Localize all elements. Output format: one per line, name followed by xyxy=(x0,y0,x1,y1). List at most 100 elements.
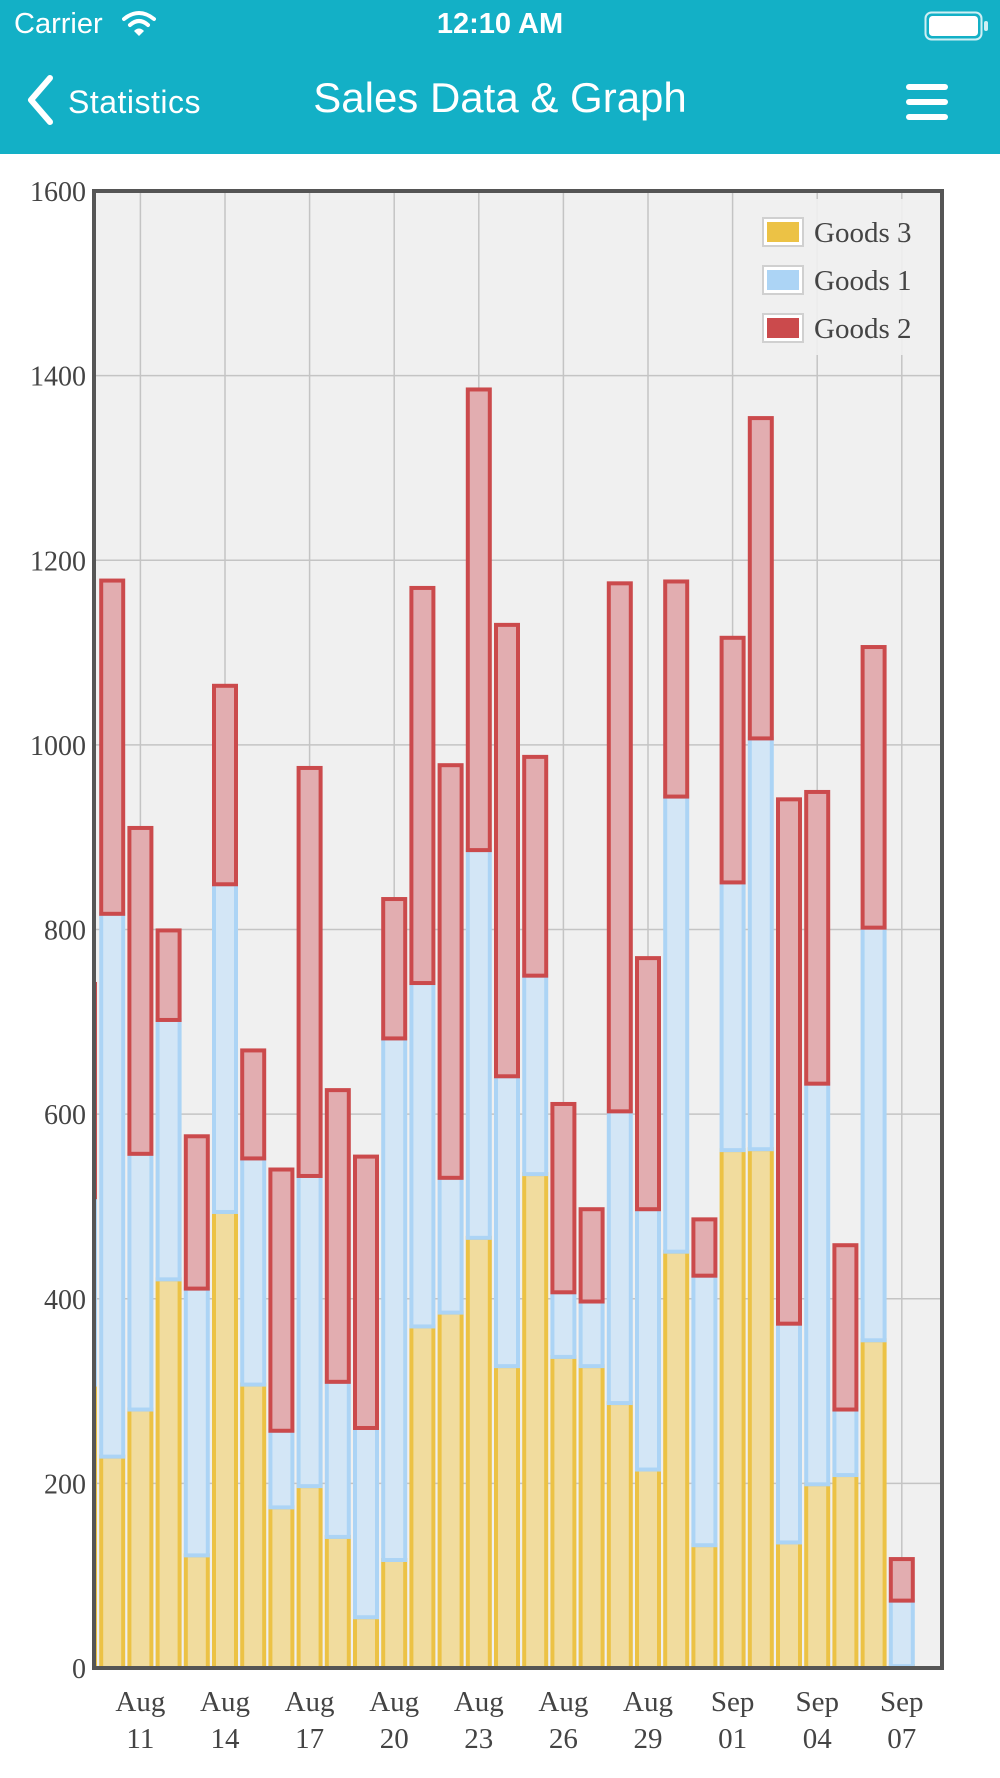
bar-goods-3-2019-09-01 xyxy=(719,1148,746,1668)
bar-goods-2-2019-08-29 xyxy=(635,956,661,1212)
bar-goods-2-2019-09-05 xyxy=(832,1243,859,1412)
status-time: 12:10 AM xyxy=(436,8,564,40)
sales-chart: 0 200 400 600 800 1000 1200 1400 1600 Aug 11 Aug 14 A… xyxy=(0,154,1000,1778)
legend-swatch xyxy=(767,222,799,242)
bar-goods-1-2019-08-27 xyxy=(578,1299,605,1369)
page-title: Sales Data & Graph xyxy=(313,74,687,121)
bar-goods-2-2019-08-16 xyxy=(268,1167,295,1433)
bar-goods-3-2019-08-23 xyxy=(465,1235,492,1668)
bar-goods-3-2019-09-06 xyxy=(860,1338,887,1668)
bar-goods-1-2019-08-17 xyxy=(296,1173,323,1489)
bar-goods-2-2019-08-21 xyxy=(409,585,436,986)
bar-goods-3-2019-08-12 xyxy=(155,1277,182,1668)
nav-bar: Statistics Sales Data & Graph xyxy=(0,52,1000,154)
bar-goods-3-2019-08-30 xyxy=(663,1249,690,1668)
menu-button[interactable] xyxy=(904,80,950,124)
bar-goods-1-2019-08-25 xyxy=(522,973,549,1177)
bar-goods-2-2019-09-07 xyxy=(888,1557,915,1603)
legend-label: Goods 3 xyxy=(814,217,911,249)
x-tick-label: 04 xyxy=(803,1723,833,1755)
legend: Goods 3 Goods 1 Goods 2 xyxy=(752,199,935,355)
bar-goods-3-2019-09-03 xyxy=(776,1540,802,1668)
chart-svg: 0 200 400 600 800 1000 1200 1400 1600 Aug 11 Aug 14 A… xyxy=(30,177,944,1755)
bar-goods-1-2019-09-01 xyxy=(719,880,746,1153)
bar-goods-1-2019-08-30 xyxy=(663,794,690,1254)
bar-goods-2-2019-09-04 xyxy=(804,789,831,1086)
x-tick-label: Aug xyxy=(115,1686,165,1718)
bar-goods-3-2019-09-04 xyxy=(804,1482,831,1668)
bar-goods-1-2019-08-23 xyxy=(465,848,492,1240)
bar-goods-2-2019-08-15 xyxy=(240,1048,267,1161)
x-tick-label: Aug xyxy=(623,1686,673,1718)
bars xyxy=(94,387,915,1668)
bar-goods-2-2019-08-31 xyxy=(691,1217,718,1278)
bar-goods-3-2019-08-13 xyxy=(183,1553,210,1668)
bar-goods-3-2019-08-18 xyxy=(324,1534,351,1668)
bar-goods-3-2019-08-19 xyxy=(353,1615,379,1668)
x-tick-label: 29 xyxy=(634,1723,663,1755)
bar-goods-2-2019-08-11 xyxy=(127,825,154,1156)
x-tick-label: 07 xyxy=(887,1723,916,1755)
bar-goods-2-2019-09-01 xyxy=(719,635,746,885)
bar-goods-1-2019-08-12 xyxy=(155,1017,182,1282)
y-tick-label: 1400 xyxy=(30,362,86,393)
bar-goods-1-2019-08-13 xyxy=(183,1286,210,1558)
bar-goods-1-2019-09-03 xyxy=(776,1321,802,1545)
y-tick-label: 400 xyxy=(44,1285,86,1316)
bar-goods-2-2019-08-20 xyxy=(381,897,408,1041)
bar-goods-1-2019-08-21 xyxy=(409,981,436,1329)
bar-goods-2-2019-08-13 xyxy=(183,1134,210,1291)
bar-goods-1-2019-09-06 xyxy=(860,925,887,1343)
plot-frame xyxy=(92,189,944,1670)
x-tick-label: Sep xyxy=(711,1686,755,1718)
bar-goods-1-2019-09-07 xyxy=(888,1598,915,1668)
bar-goods-3-2019-08-09 xyxy=(94,1382,97,1668)
bar-goods-2-2019-08-25 xyxy=(522,754,549,978)
status-bar: Carrier 12:10 AM xyxy=(0,0,1000,52)
bar-goods-1-2019-09-05 xyxy=(832,1407,859,1478)
bar-goods-3-2019-08-31 xyxy=(691,1543,718,1668)
bar-goods-1-2019-09-04 xyxy=(804,1081,831,1487)
bar-goods-1-2019-08-29 xyxy=(635,1207,661,1472)
bar-goods-3-2019-08-22 xyxy=(437,1310,464,1668)
bar-goods-3-2019-08-17 xyxy=(296,1484,323,1668)
y-tick-label: 0 xyxy=(72,1654,86,1685)
bar-goods-3-2019-08-10 xyxy=(99,1454,126,1668)
bar-goods-3-2019-09-05 xyxy=(832,1473,859,1668)
bar-goods-1-2019-08-14 xyxy=(212,882,238,1214)
bar-goods-1-2019-08-19 xyxy=(353,1425,379,1620)
bar-goods-3-2019-08-24 xyxy=(494,1364,520,1668)
bar-goods-2-2019-09-03 xyxy=(776,797,802,1326)
x-tick-label: Aug xyxy=(200,1686,250,1718)
legend-swatch xyxy=(767,270,799,290)
bar-goods-2-2019-08-23 xyxy=(465,387,492,853)
bar-goods-2-2019-08-12 xyxy=(155,928,182,1022)
bar-goods-1-2019-08-16 xyxy=(268,1428,295,1510)
bar-goods-1-2019-09-02 xyxy=(747,736,774,1152)
bar-goods-1-2019-08-15 xyxy=(240,1156,267,1387)
bar-goods-2-2019-09-06 xyxy=(860,645,887,930)
bar-goods-3-2019-08-16 xyxy=(268,1505,295,1668)
y-tick-label: 1600 xyxy=(30,177,86,208)
y-tick-label: 1000 xyxy=(30,731,86,762)
x-tick-label: Aug xyxy=(538,1686,588,1718)
y-tick-label: 800 xyxy=(44,916,86,947)
bar-goods-1-2019-08-22 xyxy=(437,1175,464,1315)
bar-goods-2-2019-08-24 xyxy=(494,622,520,1079)
x-tick-label: 14 xyxy=(211,1723,241,1755)
back-button[interactable]: Statistics xyxy=(26,72,201,132)
y-tick-label: 1200 xyxy=(30,546,86,577)
bar-goods-3-2019-08-14 xyxy=(212,1209,238,1668)
bar-goods-2-2019-08-22 xyxy=(437,763,464,1180)
bar-goods-2-2019-08-10 xyxy=(99,578,126,916)
x-tick-label: 26 xyxy=(549,1723,578,1755)
bar-goods-3-2019-08-27 xyxy=(578,1364,605,1668)
bar-goods-2-2019-09-02 xyxy=(747,416,774,741)
bar-goods-2-2019-08-19 xyxy=(353,1154,379,1430)
bar-goods-1-2019-08-18 xyxy=(324,1379,351,1539)
bar-goods-2-2019-08-17 xyxy=(296,765,323,1178)
bar-goods-2-2019-08-09 xyxy=(94,981,97,1200)
bar-goods-2-2019-08-26 xyxy=(550,1101,577,1295)
bar-goods-3-2019-08-11 xyxy=(127,1407,154,1668)
x-tick-label: Sep xyxy=(880,1686,924,1718)
